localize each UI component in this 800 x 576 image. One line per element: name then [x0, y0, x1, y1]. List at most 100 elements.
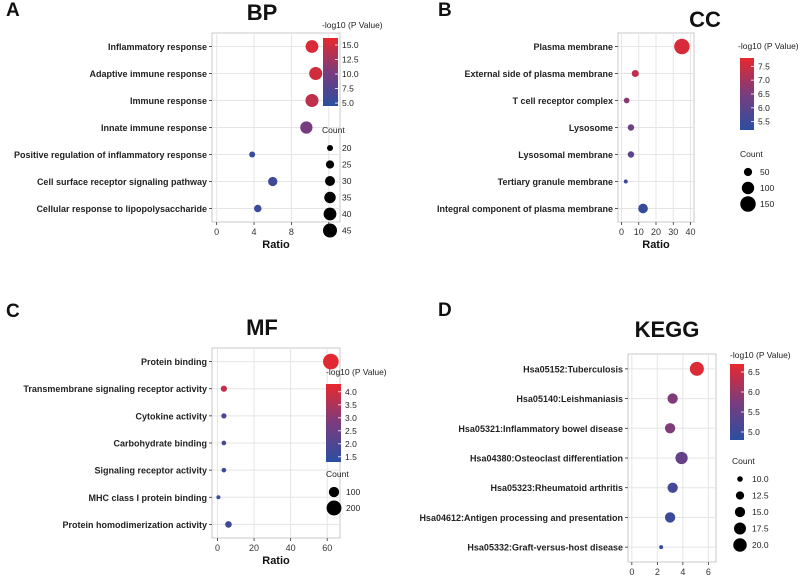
- panel-title: CC: [689, 7, 721, 32]
- term-label: Lysosomal membrane: [518, 150, 613, 160]
- data-point: [300, 121, 313, 134]
- colorbar-tick-label: 7.5: [758, 61, 770, 71]
- x-axis-label: Ratio: [262, 555, 290, 567]
- size-legend-dot: [326, 500, 342, 516]
- colorbar-tick-label: 5.0: [342, 98, 354, 108]
- data-point: [216, 495, 221, 500]
- panel-label: B: [438, 0, 452, 21]
- data-point: [627, 151, 635, 158]
- size-legend-dot: [323, 223, 337, 238]
- size-legend-dot: [741, 181, 755, 195]
- data-point: [305, 40, 319, 53]
- colorbar: [326, 384, 341, 462]
- size-legend-label: 100: [760, 183, 774, 193]
- size-legend-dot: [735, 491, 745, 500]
- term-label: Inflammatory response: [108, 42, 207, 52]
- size-legend-dot: [323, 207, 337, 221]
- term-label: Integral component of plasma membrane: [437, 204, 613, 214]
- data-point: [268, 176, 278, 187]
- data-point: [627, 124, 635, 131]
- term-label: Immune response: [130, 96, 207, 106]
- term-label: Lysosome: [569, 123, 613, 133]
- x-tick-label: 8: [289, 227, 294, 237]
- size-legend-dot: [325, 160, 335, 169]
- panel-c: C MF 0 20 40 60 Ratio Protein binding Transmembr…: [6, 301, 387, 567]
- colorbar-tick-label: 5.5: [758, 117, 770, 127]
- size-legend-label: 17.5: [752, 524, 769, 534]
- size-legend-label: 20.0: [752, 540, 769, 550]
- x-axis-label: Ratio: [262, 239, 290, 251]
- data-point: [667, 482, 678, 493]
- term-label: Plasma membrane: [533, 42, 613, 52]
- colorbar-tick-label: 5.5: [748, 407, 760, 417]
- data-point: [638, 203, 648, 214]
- x-tick-label: 30: [668, 227, 678, 237]
- colorbar-title: -log10 (P Value): [322, 20, 383, 30]
- size-legend-dot: [733, 538, 747, 552]
- data-point: [221, 440, 227, 446]
- size-legend-label: 35: [342, 193, 352, 203]
- data-point: [659, 545, 664, 550]
- data-point: [664, 512, 676, 523]
- colorbar-title: -log10 (P Value): [730, 350, 791, 360]
- size-legend-label: 150: [760, 199, 774, 209]
- size-legend-dot: [737, 476, 743, 482]
- term-label: Hsa05323:Rheumatoid arthritis: [490, 483, 623, 493]
- colorbar: [730, 364, 744, 440]
- size-legend-label: 45: [342, 226, 352, 236]
- panel-label: C: [6, 301, 20, 322]
- term-label: Cytokine activity: [135, 411, 207, 421]
- term-label: Hsa05140:Leishmaniasis: [516, 394, 623, 404]
- data-point: [664, 423, 676, 434]
- term-label: Adaptive immune response: [89, 69, 207, 79]
- colorbar-tick-label: 4.0: [345, 387, 357, 397]
- size-legend-label: 25: [342, 160, 352, 170]
- x-tick-label: 6: [706, 567, 711, 576]
- colorbar-tick-label: 15.0: [342, 40, 359, 50]
- colorbar-tick-label: 2.0: [345, 439, 357, 449]
- term-label: External side of plasma membrane: [464, 69, 613, 79]
- data-point: [221, 413, 227, 419]
- colorbar-tick-label: 6.5: [748, 367, 760, 377]
- colorbar-tick-label: 2.5: [345, 426, 357, 436]
- data-point: [305, 93, 319, 108]
- panel-title: MF: [246, 315, 278, 340]
- size-legend-title: Count: [732, 456, 755, 466]
- size-legend-label: 12.5: [752, 491, 769, 501]
- colorbar-tick-label: 6.0: [748, 387, 760, 397]
- size-legend-dot: [734, 522, 746, 535]
- colorbar-tick-label: 7.5: [342, 84, 354, 94]
- x-tick-label: 60: [322, 543, 332, 553]
- term-label: Protein homodimerization activity: [62, 520, 207, 530]
- term-label: Signaling receptor activity: [94, 466, 207, 476]
- term-label: Positive regulation of inflammatory resp…: [14, 150, 207, 160]
- x-tick-label: 40: [686, 227, 696, 237]
- colorbar-tick-label: 12.5: [342, 55, 359, 65]
- term-label: Innate immune response: [101, 123, 207, 133]
- term-label: Hsa05321:Inflammatory bowel disease: [458, 424, 623, 434]
- data-point: [674, 38, 690, 55]
- size-legend-label: 40: [342, 209, 352, 219]
- size-legend-label: 10.0: [752, 474, 769, 484]
- colorbar-tick-label: 5.0: [748, 427, 760, 437]
- x-tick-label: 0: [214, 227, 219, 237]
- term-label: Tertiary granule membrane: [498, 177, 613, 187]
- data-point: [623, 97, 630, 104]
- colorbar-tick-label: 10.0: [342, 69, 359, 79]
- colorbar-tick-label: 1.5: [345, 452, 357, 462]
- panel-d: DKEGG0246RatioHsa05152:TuberculosisHsa05…: [419, 300, 790, 576]
- x-tick-label: 0: [215, 543, 220, 553]
- colorbar-tick-label: 3.5: [345, 400, 357, 410]
- x-tick-label: 0: [619, 227, 624, 237]
- x-tick-label: 40: [286, 543, 296, 553]
- term-label: Protein binding: [141, 357, 207, 367]
- data-point: [323, 353, 339, 370]
- term-label: Hsa04612:Antigen processing and presenta…: [419, 513, 623, 523]
- data-point: [254, 204, 262, 213]
- x-tick-label: 10: [634, 227, 644, 237]
- data-point: [221, 467, 227, 473]
- data-point: [631, 69, 639, 78]
- size-legend-dot: [325, 176, 335, 186]
- colorbar-tick-label: 3.0: [345, 413, 357, 423]
